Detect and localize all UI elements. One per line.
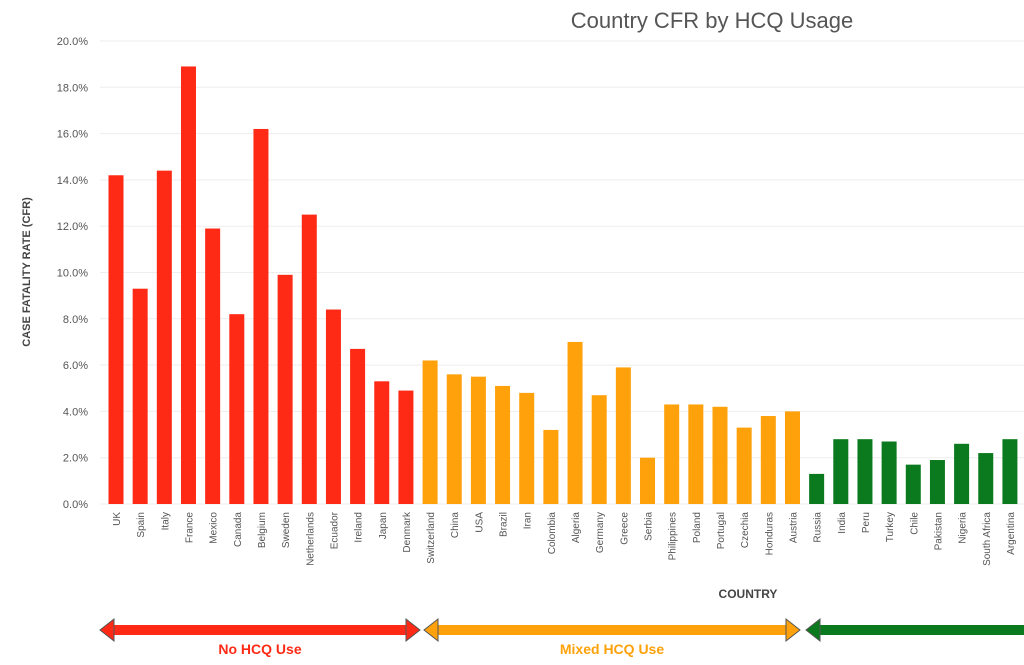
group-arrow: [805, 617, 1024, 643]
bar: [495, 385, 511, 504]
y-tick-label: 2.0%: [63, 453, 88, 465]
bar: [688, 404, 704, 504]
x-tick-label: Italy: [160, 512, 171, 530]
bar: [881, 441, 897, 504]
y-tick-label: 6.0%: [63, 360, 88, 372]
bar: [591, 395, 607, 504]
bar: [398, 390, 414, 504]
x-tick-label: Spain: [136, 512, 147, 538]
y-tick-label: 12.0%: [57, 221, 88, 233]
x-tick-label: South Africa: [982, 512, 993, 566]
group-label: Mixed HCQ Use: [560, 641, 664, 657]
bar: [301, 214, 317, 504]
bar: [108, 175, 124, 504]
bar: [857, 439, 873, 504]
bar: [374, 381, 390, 504]
x-tick-label: Turkey: [885, 512, 896, 542]
x-tick-label: France: [184, 512, 195, 544]
bar: [1002, 439, 1018, 504]
bar: [253, 128, 269, 504]
x-tick-label: Chile: [909, 512, 920, 535]
x-tick-label: Czechia: [740, 512, 751, 549]
x-tick-label: India: [837, 512, 848, 534]
bar: [640, 457, 656, 504]
bar: [350, 348, 366, 504]
bar: [229, 314, 245, 504]
x-tick-label: Brazil: [499, 512, 510, 537]
y-tick-label: 18.0%: [57, 82, 88, 94]
x-tick-label: Austria: [788, 512, 799, 544]
y-tick-label: 16.0%: [57, 129, 88, 141]
bar: [784, 411, 800, 504]
y-tick-label: 4.0%: [63, 406, 88, 418]
x-tick-label: Ireland: [354, 512, 365, 543]
bar: [736, 427, 752, 504]
x-tick-label: Portugal: [716, 512, 727, 549]
x-tick-label: UK: [112, 512, 123, 526]
chart-title: Country CFR by HCQ Usage: [571, 8, 853, 33]
bar: [205, 228, 221, 504]
bar: [446, 374, 462, 504]
x-tick-label: Pakistan: [933, 512, 944, 550]
x-tick-label: Philippines: [668, 512, 679, 560]
x-tick-label: Sweden: [281, 512, 292, 548]
bar: [519, 392, 535, 504]
bar: [978, 453, 994, 504]
group-label: No HCQ Use: [218, 641, 301, 657]
bar: [156, 170, 172, 504]
bar: [132, 288, 148, 504]
x-tick-label: Belgium: [257, 512, 268, 548]
x-tick-label: Ecuador: [329, 511, 340, 549]
x-tick-label: Argentina: [1006, 512, 1017, 555]
x-tick-label: Denmark: [402, 511, 413, 553]
bar: [833, 439, 849, 504]
x-tick-label: Poland: [692, 512, 703, 543]
y-tick-label: 10.0%: [57, 268, 88, 280]
bar: [325, 309, 341, 504]
bar: [809, 473, 825, 504]
x-tick-label: Honduras: [764, 512, 775, 555]
x-tick-label: Peru: [861, 512, 872, 533]
bar: [664, 404, 680, 504]
x-tick-label: Algeria: [571, 512, 582, 544]
x-tick-label: Greece: [619, 512, 630, 545]
bar: [470, 376, 486, 504]
y-tick-label: 8.0%: [63, 314, 88, 326]
x-tick-label: Nigeria: [958, 512, 969, 544]
group-arrow: Mixed HCQ Use: [423, 617, 801, 657]
y-tick-label: 14.0%: [57, 175, 88, 187]
group-arrow: No HCQ Use: [99, 617, 421, 657]
y-axis-label: CASE FATALITY RATE (CFR): [21, 197, 33, 347]
y-tick-label: 20.0%: [57, 36, 88, 48]
bar: [954, 443, 970, 504]
bar: [760, 416, 776, 504]
x-tick-label: USA: [474, 512, 485, 533]
x-axis-label: COUNTRY: [719, 587, 778, 601]
bar: [712, 406, 728, 504]
x-tick-label: China: [450, 512, 461, 539]
x-tick-label: Canada: [233, 512, 244, 547]
x-tick-label: Colombia: [547, 512, 558, 555]
y-tick-label: 0.0%: [63, 499, 88, 511]
x-tick-label: Mexico: [209, 512, 220, 544]
x-tick-label: Netherlands: [305, 512, 316, 566]
x-tick-label: Switzerland: [426, 512, 437, 564]
bar: [180, 66, 196, 504]
bar: [543, 429, 559, 504]
x-tick-label: Germany: [595, 512, 606, 553]
bar: [277, 274, 293, 504]
bar: [929, 460, 945, 504]
bar: [905, 464, 921, 504]
x-tick-label: Japan: [378, 512, 389, 539]
bar: [422, 360, 438, 504]
x-tick-label: Iran: [523, 512, 534, 529]
x-tick-label: Russia: [813, 512, 824, 543]
bar: [615, 367, 631, 504]
x-tick-label: Serbia: [644, 512, 655, 541]
bar: [567, 341, 583, 504]
